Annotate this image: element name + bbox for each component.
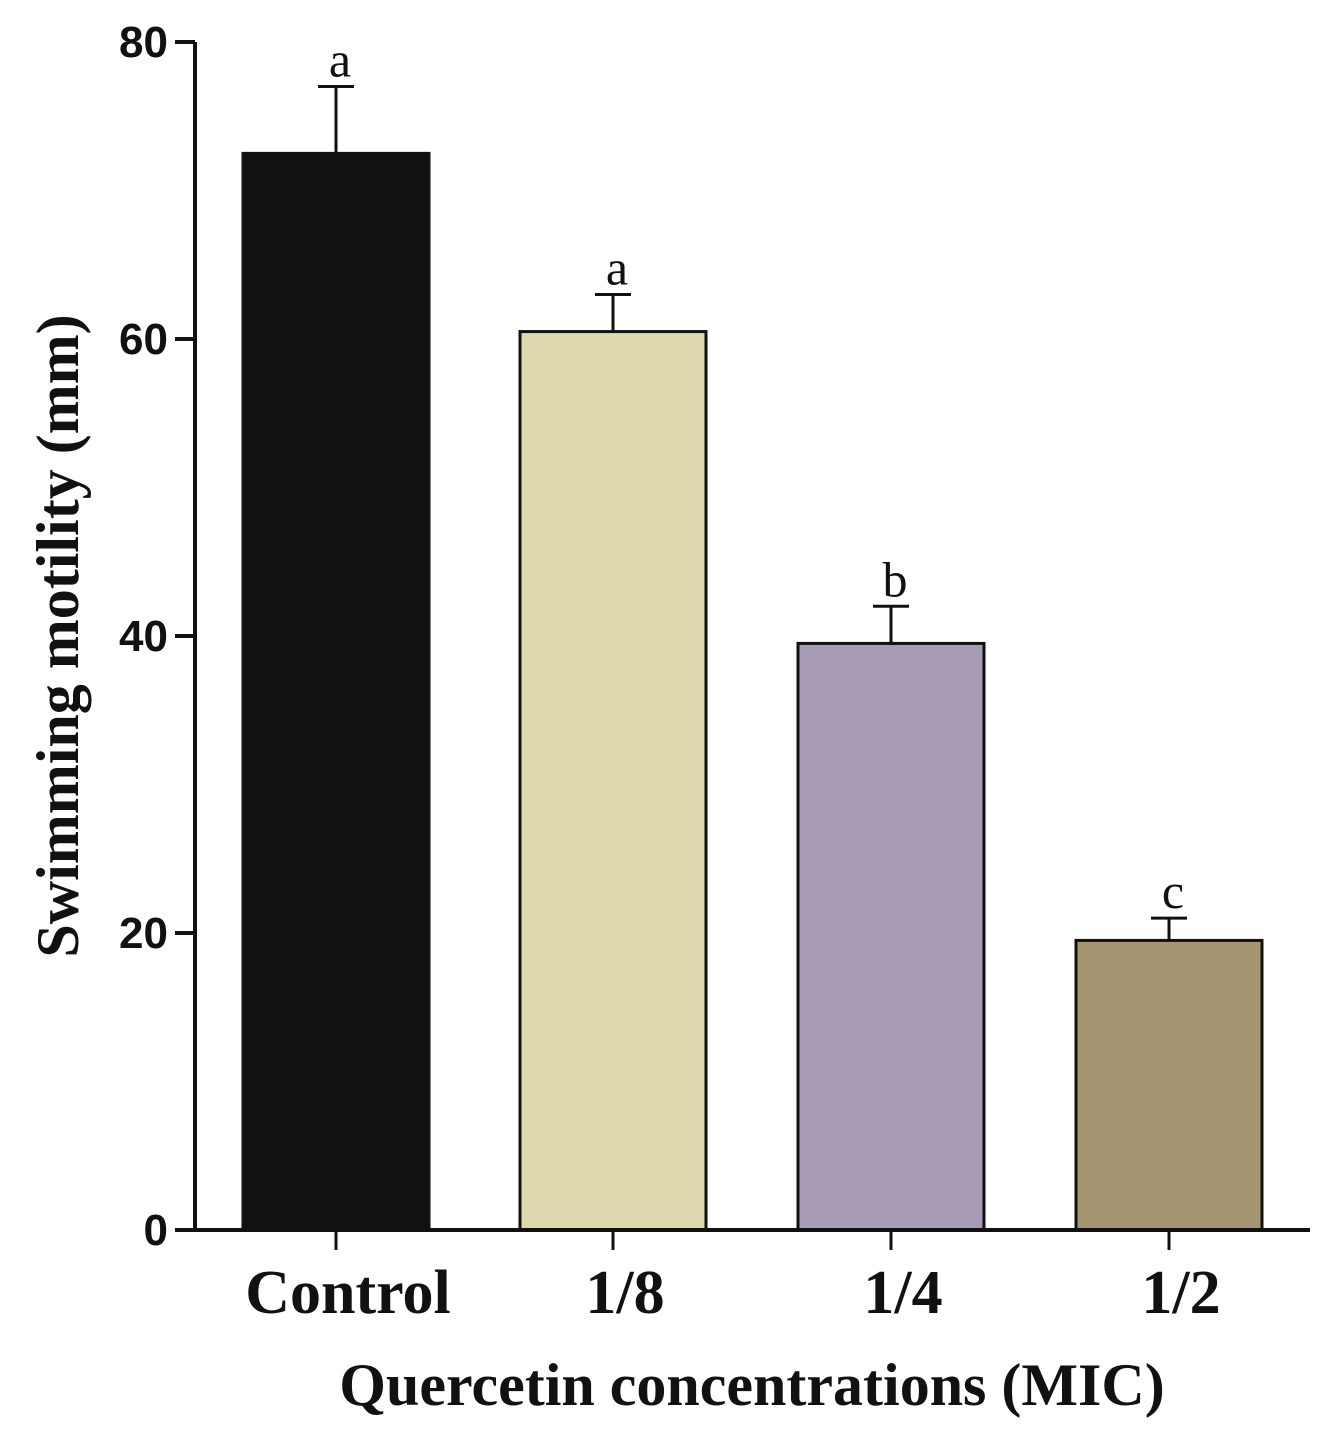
bar-4 (1074, 938, 1264, 1232)
bar-2 (518, 330, 708, 1232)
x-ticks-layer: Control 1/8 1/4 1/2 (245, 1230, 1221, 1327)
significance-label-2: a (606, 239, 628, 295)
y-tick-label-4: 60 (119, 315, 168, 364)
x-axis-title: Quercetin concentrations (MIC) (339, 1352, 1164, 1418)
bar-3 (796, 641, 986, 1232)
bar-1 (241, 151, 431, 1232)
significance-label-4: c (1162, 863, 1184, 919)
y-axis-title: Swimming motility (mm) (25, 314, 91, 957)
x-tick-label-2: 1/8 (585, 1259, 664, 1327)
y-tick-label-2: 20 (119, 909, 168, 958)
x-tick-label-3: 1/4 (863, 1259, 942, 1327)
x-tick-label-1: Control (245, 1259, 451, 1327)
significance-labels-layer: a a b c (329, 32, 1184, 920)
error-bars-layer (318, 85, 1187, 941)
y-tick-label-1: 0 (144, 1206, 168, 1255)
significance-label-1: a (329, 32, 351, 88)
y-tick-label-5: 80 (119, 18, 168, 67)
y-ticks-layer: 0 20 40 60 80 (119, 18, 195, 1255)
x-tick-label-4: 1/2 (1141, 1259, 1220, 1327)
significance-label-3: b (883, 551, 908, 607)
y-tick-label-3: 40 (119, 612, 168, 661)
bars-layer (241, 151, 1264, 1232)
